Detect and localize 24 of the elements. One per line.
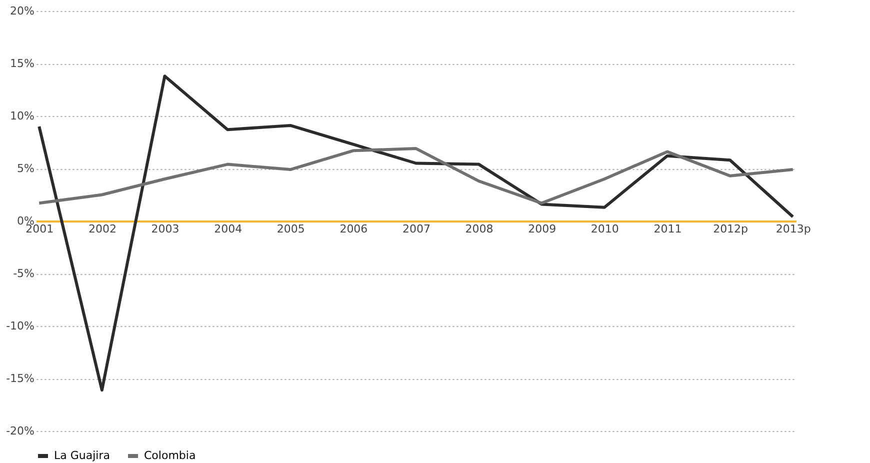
y-tick-label: -20% — [6, 424, 34, 438]
x-tick-label: 2012p — [713, 222, 748, 236]
line-series — [38, 147, 794, 205]
y-tick-label: -10% — [6, 320, 34, 332]
x-tick-label: 2005 — [276, 222, 305, 236]
x-tick-label: 2002 — [88, 222, 116, 236]
y-tick-label: 10% — [10, 110, 34, 122]
y-tick-label: -5% — [13, 267, 34, 280]
x-tick-label: 2003 — [151, 222, 180, 236]
x-tick-label: 2010 — [590, 222, 619, 236]
x-tick-label: 2007 — [402, 222, 430, 236]
legend-label: Colombia — [144, 449, 196, 462]
x-tick-label: 2009 — [528, 222, 556, 236]
x-tick-label: 2011 — [654, 222, 682, 236]
x-tick-label: 2006 — [340, 222, 368, 236]
x-tick-label: 2008 — [465, 222, 494, 236]
x-tick-label: 2001 — [26, 222, 54, 236]
y-tick-label: -15% — [6, 372, 34, 385]
x-tick-label: 2013p — [776, 222, 811, 236]
x-tick-label: 2004 — [214, 222, 242, 236]
y-tick-label: 20% — [10, 4, 34, 18]
y-tick-label: 15% — [10, 57, 34, 70]
legend-label: La Guajira — [54, 449, 110, 462]
y-tick-label: 5% — [17, 162, 34, 175]
